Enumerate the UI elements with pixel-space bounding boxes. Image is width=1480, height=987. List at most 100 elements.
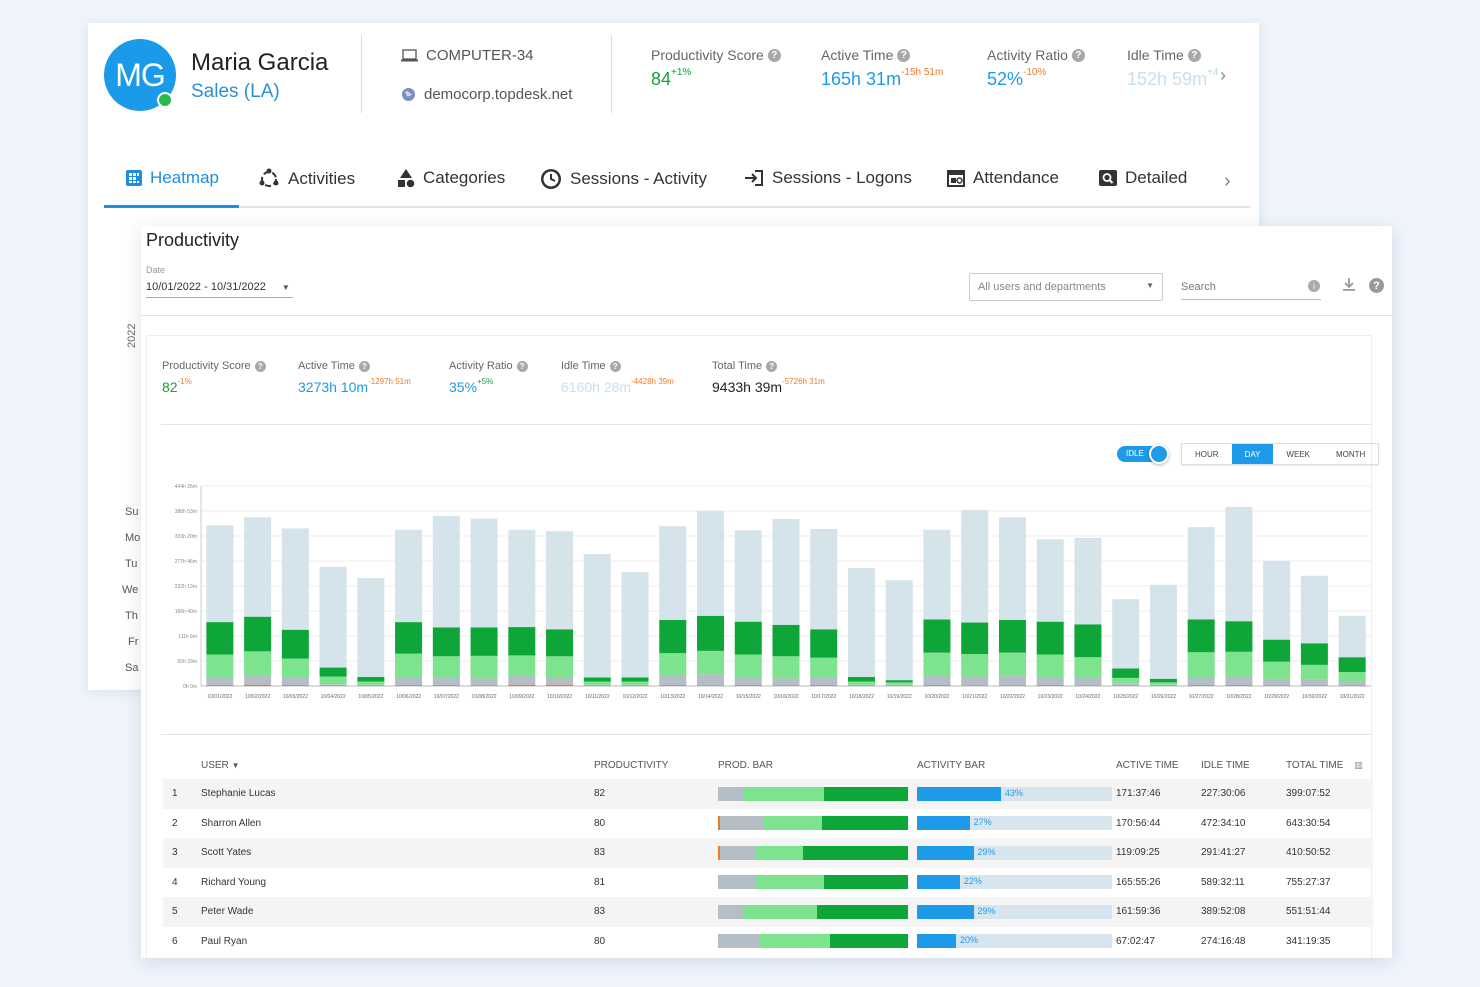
help-icon[interactable]: ? bbox=[1187, 48, 1201, 62]
prod-bar-light-productive bbox=[742, 786, 825, 801]
heatmap-day-label: Fr bbox=[128, 636, 139, 648]
table-row[interactable]: 3 Scott Yates 83 29% 119:09:25 291:41:27 410:5… bbox=[163, 838, 1373, 868]
stat-value: 6160h 28m bbox=[561, 379, 632, 395]
column-header-prod-bar[interactable]: PROD. BAR bbox=[718, 759, 774, 771]
bar-segment-productive bbox=[847, 676, 875, 682]
bar-segment-neutral bbox=[697, 674, 725, 686]
help-icon[interactable]: ? bbox=[767, 48, 781, 62]
help-icon[interactable]: ? bbox=[516, 360, 528, 372]
column-header-activity-bar[interactable]: ACTIVITY BAR bbox=[917, 759, 986, 771]
user-name-link[interactable]: Paul Ryan bbox=[201, 935, 248, 947]
column-header-productivity[interactable]: PRODUCTIVITY bbox=[594, 759, 669, 771]
x-tick-label: 10/22/2022 bbox=[1000, 694, 1025, 700]
prod-bar-neutral bbox=[719, 845, 756, 860]
column-header-idle-time[interactable]: IDLE TIME bbox=[1201, 759, 1250, 771]
search-input[interactable]: Search bbox=[1181, 276, 1321, 300]
divider bbox=[611, 35, 612, 113]
x-tick-label: 10/13/2022 bbox=[660, 694, 685, 700]
column-header-user[interactable]: USER ▼ bbox=[201, 759, 240, 771]
bar-segment-idle bbox=[697, 510, 725, 616]
help-icon[interactable]: ? bbox=[1369, 278, 1384, 293]
table-row[interactable]: 1 Stephanie Lucas 82 43% 171:37:46 227:30:06 3… bbox=[163, 779, 1373, 809]
activity-percent: 43% bbox=[1004, 787, 1023, 798]
idle-time-value: 291:41:27 bbox=[1201, 838, 1286, 868]
bar-segment-neutral bbox=[1263, 678, 1291, 686]
bar-segment-light-productive bbox=[621, 681, 649, 685]
prod-bar-neutral bbox=[718, 904, 743, 919]
user-name-link[interactable]: Sharron Allen bbox=[201, 817, 262, 829]
y-tick-label: 0h 0m bbox=[183, 684, 197, 690]
table-row[interactable]: 2 Sharron Allen 80 27% 170:56:44 472:34:10 643… bbox=[163, 809, 1373, 839]
prod-bar-cell bbox=[718, 779, 917, 809]
activity-bar-cell: 43% bbox=[917, 779, 1116, 809]
bar-segment-light-productive bbox=[961, 654, 989, 677]
stats-scroll-right-chevron-icon[interactable]: › bbox=[1220, 65, 1226, 85]
table-row[interactable]: 6 Paul Ryan 80 20% 67:02:47 274:16:48 341:19:3… bbox=[163, 927, 1373, 957]
tab-sessions-logons[interactable]: Sessions - Logons bbox=[744, 168, 912, 188]
bar-segment-unproductive bbox=[734, 685, 762, 686]
granularity-week-button[interactable]: WEEK bbox=[1286, 450, 1310, 459]
help-icon[interactable]: ? bbox=[609, 360, 621, 372]
help-icon[interactable]: ? bbox=[1071, 48, 1085, 62]
stat-label: Idle Time bbox=[561, 360, 606, 372]
x-tick-label: 10/01/2022 bbox=[207, 694, 232, 700]
bar-segment-idle bbox=[395, 529, 423, 623]
users-departments-select[interactable]: All users and departments ▼ bbox=[969, 273, 1163, 301]
bar-segment-idle bbox=[432, 515, 460, 628]
bar-segment-productive bbox=[885, 680, 913, 683]
bar-segment-idle bbox=[772, 519, 800, 625]
user-name-link[interactable]: Peter Wade bbox=[201, 897, 594, 927]
productivity-bar bbox=[718, 786, 908, 801]
tab-categories[interactable]: Categories bbox=[397, 168, 505, 188]
granularity-month-button[interactable]: MONTH bbox=[1335, 450, 1366, 459]
granularity-hour-button[interactable]: HOUR bbox=[1195, 450, 1219, 459]
bar-segment-light-productive bbox=[1036, 654, 1064, 677]
tab-attendance[interactable]: Attendance bbox=[947, 168, 1059, 188]
tabs-scroll-right-chevron-icon[interactable]: › bbox=[1224, 170, 1231, 192]
help-icon[interactable]: ? bbox=[766, 360, 778, 372]
column-header-active-time[interactable]: ACTIVE TIME bbox=[1116, 759, 1179, 771]
productivity-panel: Productivity Date 10/01/2022 - 10/31/202… bbox=[141, 226, 1392, 958]
granularity-day-button[interactable]: DAY bbox=[1231, 444, 1274, 464]
prod-bar-light-productive bbox=[763, 816, 823, 831]
user-name-link[interactable]: Stephanie Lucas bbox=[201, 779, 594, 809]
help-icon[interactable]: ? bbox=[254, 360, 266, 372]
column-header-total-time[interactable]: TOTAL TIME ▥ bbox=[1286, 759, 1363, 771]
bar-segment-unproductive bbox=[1225, 685, 1253, 686]
productivity-value: 80 bbox=[594, 935, 606, 947]
bar-segment-neutral bbox=[395, 677, 423, 686]
help-icon[interactable]: ? bbox=[897, 48, 911, 62]
row-number: 2 bbox=[172, 817, 178, 829]
prod-bar-unproductive bbox=[718, 845, 720, 860]
table-row[interactable]: 5 Peter Wade 83 29% 161:59:36 389:52:08 551:51… bbox=[163, 897, 1373, 927]
tab-heatmap[interactable]: Heatmap bbox=[126, 168, 219, 188]
download-icon[interactable] bbox=[1342, 277, 1356, 294]
idle-toggle-knob[interactable] bbox=[1149, 444, 1169, 464]
user-name-link[interactable]: Richard Young bbox=[201, 876, 267, 888]
activity-percent: 27% bbox=[973, 817, 992, 828]
date-range-picker[interactable]: 10/01/2022 - 10/31/2022 ▼ bbox=[146, 281, 293, 298]
prod-bar-light-productive bbox=[756, 875, 825, 890]
bar-segment-productive bbox=[1149, 678, 1177, 683]
columns-icon[interactable]: ▥ bbox=[1354, 759, 1363, 770]
x-tick-label: 10/11/2022 bbox=[585, 694, 610, 700]
user-name-link[interactable]: Scott Yates bbox=[201, 838, 594, 868]
activities-icon bbox=[259, 168, 279, 187]
activity-bar: 43% bbox=[917, 786, 1112, 801]
help-icon[interactable]: ? bbox=[358, 360, 370, 372]
info-icon[interactable]: i bbox=[1308, 280, 1320, 292]
activity-bar-cell: 29% bbox=[917, 897, 1116, 927]
user-department[interactable]: Sales (LA) bbox=[191, 81, 280, 102]
prod-bar-cell bbox=[718, 809, 917, 839]
divider bbox=[161, 734, 1371, 735]
tab-detailed[interactable]: Detailed bbox=[1099, 168, 1187, 188]
table-row[interactable]: 4 Richard Young 81 22% 165:55:26 589:32:11 755… bbox=[163, 868, 1373, 898]
laptop-icon bbox=[401, 49, 418, 62]
tab-sessions-activity[interactable]: Sessions - Activity bbox=[540, 168, 707, 190]
heatmap-day-label: Mo bbox=[125, 532, 141, 544]
bar-segment-productive bbox=[508, 627, 536, 656]
bar-segment-light-productive bbox=[998, 652, 1026, 676]
tab-activities[interactable]: Activities bbox=[258, 168, 355, 190]
bar-segment-neutral bbox=[734, 676, 762, 686]
stat-label: Productivity Score bbox=[651, 47, 764, 63]
